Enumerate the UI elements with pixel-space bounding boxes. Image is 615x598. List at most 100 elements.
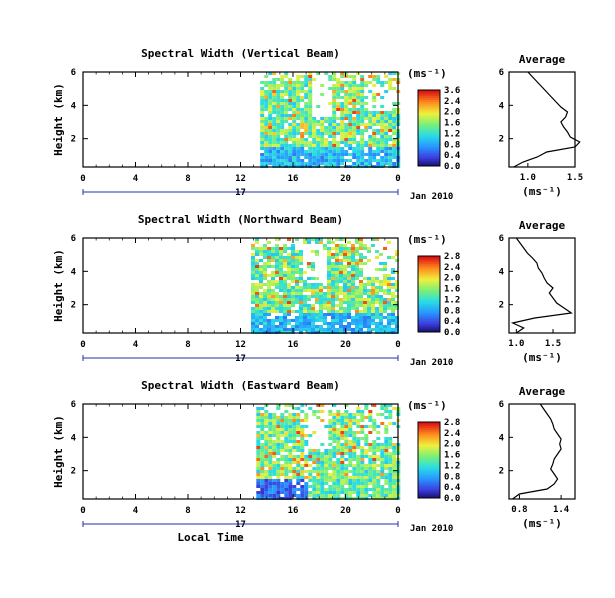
- heatmap-cell: [372, 105, 377, 108]
- heatmap-cell: [316, 156, 321, 159]
- heatmap-cell: [276, 476, 281, 479]
- colorbar-swatch: [418, 322, 440, 325]
- heatmap-cell: [308, 117, 313, 120]
- colorbar-swatch: [418, 486, 440, 489]
- heatmap-cell: [340, 87, 345, 90]
- heatmap-cell: [392, 120, 397, 123]
- heatmap-cell: [307, 304, 311, 307]
- heatmap-cell: [339, 274, 343, 277]
- heatmap-cell: [283, 304, 287, 307]
- heatmap-cell: [391, 271, 395, 274]
- heatmap-cell: [268, 479, 273, 482]
- heatmap-cell: [275, 283, 279, 286]
- heatmap-cell: [304, 138, 309, 141]
- heatmap-cell: [384, 138, 389, 141]
- heatmap-cell: [375, 286, 379, 289]
- heatmap-cell: [384, 144, 389, 147]
- heatmap-cell: [272, 461, 277, 464]
- heatmap-cell: [379, 283, 383, 286]
- colorbar-swatch: [418, 131, 440, 135]
- colorbar-swatch: [418, 292, 440, 295]
- heatmap-cell: [352, 443, 357, 446]
- heatmap-cell: [343, 259, 347, 262]
- heatmap-cell: [372, 482, 377, 485]
- heatmap-cell: [343, 325, 347, 328]
- heatmap-cell: [319, 292, 323, 295]
- heatmap-cell: [347, 325, 351, 328]
- heatmap-cell: [380, 422, 385, 425]
- heatmap-cell: [304, 144, 309, 147]
- heatmap-cell: [272, 81, 277, 84]
- heatmap-cell: [260, 117, 265, 120]
- heatmap-cell: [340, 419, 345, 422]
- heatmap-cell: [292, 147, 297, 150]
- heatmap-cell: [296, 87, 301, 90]
- heatmap-cell: [332, 114, 337, 117]
- heatmap-cell: [287, 238, 291, 241]
- heatmap-cell: [331, 304, 335, 307]
- heatmap-cell: [272, 147, 277, 150]
- heatmap-cell: [324, 461, 329, 464]
- heatmap-cell: [347, 256, 351, 259]
- heatmap-cell: [279, 277, 283, 280]
- heatmap-cell: [276, 479, 281, 482]
- heatmap-cell: [272, 485, 277, 488]
- heatmap-cell: [284, 404, 289, 407]
- heatmap-cell: [272, 452, 277, 455]
- heatmap-cell: [315, 286, 319, 289]
- heatmap-cell: [300, 473, 305, 476]
- heatmap-cell: [268, 470, 273, 473]
- heatmap-cell: [312, 156, 317, 159]
- heatmap-cell: [271, 256, 275, 259]
- colorbar-swatch: [418, 309, 440, 312]
- heatmap-cell: [304, 96, 309, 99]
- heatmap-cell: [384, 153, 389, 156]
- heatmap-cell: [296, 141, 301, 144]
- heatmap-cell: [288, 132, 293, 135]
- heatmap-cell: [351, 304, 355, 307]
- heatmap-cell: [311, 250, 315, 253]
- heatmap-cell: [283, 286, 287, 289]
- heatmap-cell: [348, 87, 353, 90]
- heatmap-cell: [372, 99, 377, 102]
- colorbar-swatch: [418, 496, 440, 499]
- heatmap-cell: [344, 434, 349, 437]
- heatmap-cell: [335, 292, 339, 295]
- heatmap-cell: [328, 75, 333, 78]
- heatmap-cell: [292, 488, 297, 491]
- heatmap-cell: [331, 280, 335, 283]
- heatmap-cell: [364, 494, 369, 497]
- heatmap-cell: [283, 313, 287, 316]
- heatmap-cell: [336, 150, 341, 153]
- heatmap-cell: [352, 87, 357, 90]
- colorbar-swatch: [418, 267, 440, 270]
- heatmap-cell: [308, 144, 313, 147]
- heatmap-cell: [336, 449, 341, 452]
- heatmap-cell: [364, 162, 369, 165]
- heatmap-cell: [308, 156, 313, 159]
- heatmap-cell: [276, 96, 281, 99]
- panel-2: Spectral Width (Eastward Beam)0 4 8 12 16 20 0…: [52, 379, 576, 544]
- heatmap-cell: [331, 268, 335, 271]
- heatmap-cell: [256, 440, 261, 443]
- heatmap-cell: [356, 117, 361, 120]
- heatmap-cell: [268, 84, 273, 87]
- heatmap-cell: [251, 319, 255, 322]
- heatmap-cell: [259, 274, 263, 277]
- heatmap-cell: [344, 141, 349, 144]
- heatmap-cell: [267, 274, 271, 277]
- heatmap-cell: [371, 316, 375, 319]
- heatmap-cell: [287, 259, 291, 262]
- heatmap-cell: [356, 126, 361, 129]
- colorbar-swatch: [418, 158, 440, 161]
- heatmap-cell: [287, 283, 291, 286]
- colorbar-swatch: [418, 263, 440, 266]
- heatmap-cell: [363, 298, 367, 301]
- heatmap-cell: [256, 452, 261, 455]
- heatmap-cell: [375, 298, 379, 301]
- heatmap-cell: [288, 117, 293, 120]
- heatmap-cell: [276, 437, 281, 440]
- heatmap-cell: [315, 238, 319, 241]
- heatmap-cell: [352, 488, 357, 491]
- heatmap-cell: [320, 129, 325, 132]
